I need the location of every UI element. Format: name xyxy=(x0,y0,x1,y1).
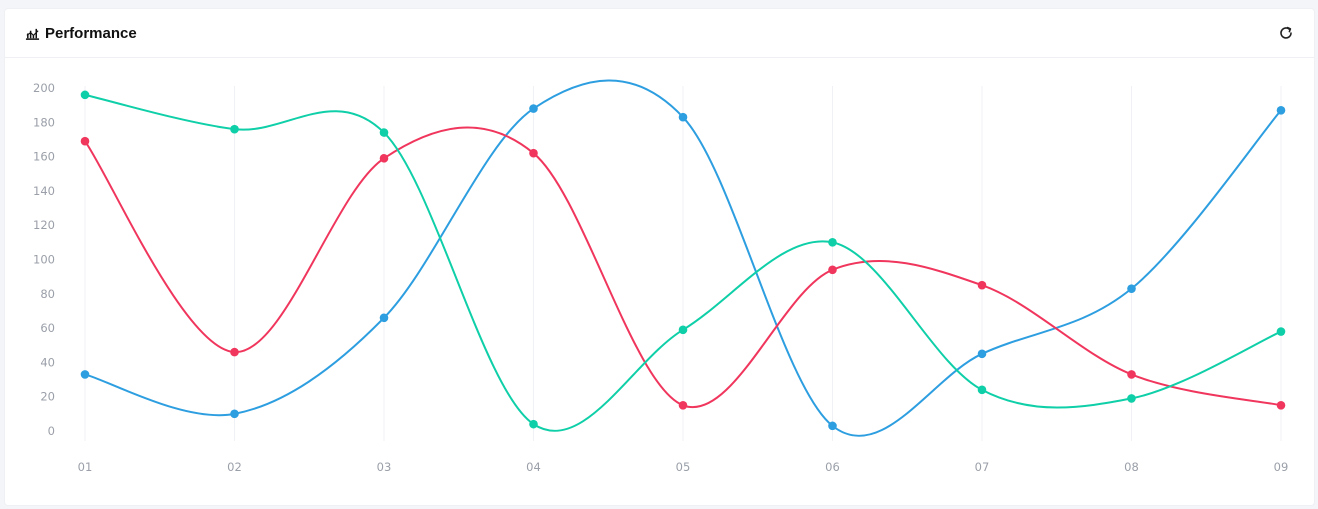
data-point[interactable] xyxy=(679,401,688,410)
y-tick-label: 160 xyxy=(33,150,55,164)
data-point[interactable] xyxy=(81,91,90,100)
y-tick-label: 180 xyxy=(33,115,55,129)
y-axis-ticks: 0 20 40 60 80 100 120 140 160 180 200 xyxy=(33,81,55,438)
y-tick-label: 140 xyxy=(33,184,55,198)
data-point[interactable] xyxy=(828,265,837,274)
data-point[interactable] xyxy=(230,125,239,134)
data-point[interactable] xyxy=(679,113,688,122)
data-point[interactable] xyxy=(1277,401,1286,410)
x-tick-label: 09 xyxy=(1274,460,1289,474)
y-tick-label: 80 xyxy=(40,287,55,301)
data-point[interactable] xyxy=(529,149,538,158)
x-tick-label: 06 xyxy=(825,460,840,474)
x-tick-label: 03 xyxy=(377,460,392,474)
data-point[interactable] xyxy=(81,137,90,146)
x-tick-label: 07 xyxy=(975,460,990,474)
y-tick-label: 100 xyxy=(33,253,55,267)
x-tick-label: 08 xyxy=(1124,460,1139,474)
data-point[interactable] xyxy=(1277,106,1286,115)
data-point[interactable] xyxy=(380,128,389,137)
data-point[interactable] xyxy=(230,348,239,357)
y-tick-label: 20 xyxy=(40,390,55,404)
y-tick-label: 60 xyxy=(40,321,55,335)
x-tick-label: 05 xyxy=(676,460,691,474)
data-point[interactable] xyxy=(529,104,538,113)
data-point[interactable] xyxy=(978,386,987,395)
data-point[interactable] xyxy=(1277,327,1286,336)
data-point[interactable] xyxy=(978,350,987,359)
y-tick-label: 40 xyxy=(40,355,55,369)
data-point[interactable] xyxy=(81,370,90,379)
data-point[interactable] xyxy=(978,281,987,290)
data-point[interactable] xyxy=(529,420,538,429)
y-tick-label: 0 xyxy=(48,424,55,438)
data-point[interactable] xyxy=(1127,394,1136,403)
data-point[interactable] xyxy=(380,154,389,163)
x-tick-label: 04 xyxy=(526,460,541,474)
data-point[interactable] xyxy=(1127,370,1136,379)
x-tick-label: 01 xyxy=(78,460,93,474)
y-tick-label: 200 xyxy=(33,81,55,95)
data-point[interactable] xyxy=(1127,284,1136,293)
y-tick-label: 120 xyxy=(33,218,55,232)
data-point[interactable] xyxy=(679,326,688,335)
data-point[interactable] xyxy=(828,422,837,431)
x-tick-label: 02 xyxy=(227,460,242,474)
data-point[interactable] xyxy=(230,410,239,419)
x-axis-ticks: 01 02 03 04 05 06 07 08 09 xyxy=(78,460,1289,474)
data-point[interactable] xyxy=(828,238,837,247)
data-point[interactable] xyxy=(380,314,389,323)
grid-lines xyxy=(85,86,1281,441)
